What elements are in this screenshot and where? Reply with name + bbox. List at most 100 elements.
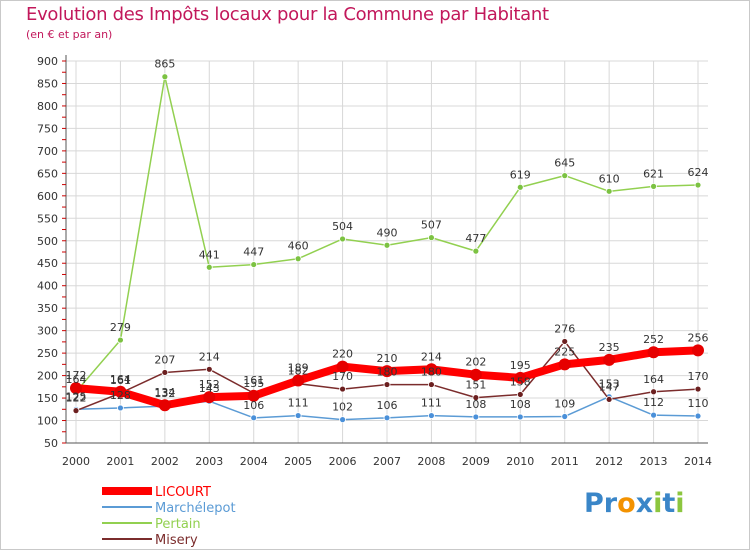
legend-label: Marchélepot	[155, 501, 236, 516]
x-tick-label: 2013	[640, 455, 668, 468]
data-label: 180	[377, 366, 398, 379]
data-point	[694, 385, 702, 393]
data-point	[472, 247, 480, 255]
y-tick-label: 600	[37, 190, 58, 203]
data-label: 161	[110, 374, 131, 387]
data-point	[114, 385, 127, 398]
x-tick-label: 2004	[240, 455, 268, 468]
legend-label: Pertain	[155, 517, 201, 532]
data-point	[428, 412, 435, 419]
data-label: 619	[510, 168, 531, 181]
data-point	[70, 382, 82, 395]
data-point	[72, 407, 80, 415]
logo-letter: i	[653, 488, 663, 519]
data-point	[161, 73, 169, 81]
data-label: 172	[66, 369, 87, 382]
logo-letter: i	[675, 488, 685, 519]
data-label: 147	[599, 380, 620, 393]
x-tick-label: 2009	[462, 455, 490, 468]
data-point	[117, 404, 124, 412]
data-label: 507	[421, 219, 442, 232]
data-point	[294, 412, 302, 419]
data-label: 235	[599, 341, 620, 354]
data-point	[516, 183, 524, 191]
data-label: 128	[110, 389, 131, 402]
y-tick-label: 50	[44, 437, 58, 450]
proxiti-logo: Proxiti	[584, 488, 685, 519]
data-label: 111	[288, 397, 309, 410]
data-label: 108	[465, 398, 486, 411]
data-point	[561, 338, 569, 345]
y-tick-label: 750	[37, 122, 58, 135]
data-point	[514, 371, 527, 384]
data-label: 202	[465, 356, 486, 369]
data-point	[203, 391, 216, 404]
data-label: 180	[421, 366, 442, 379]
x-tick-label: 2006	[329, 455, 357, 468]
data-point	[647, 346, 660, 359]
data-point	[650, 411, 657, 419]
x-tick-label: 2007	[373, 455, 401, 468]
data-label: 865	[154, 58, 175, 71]
data-label: 152	[199, 378, 220, 391]
y-tick-label: 400	[37, 280, 58, 293]
x-tick-label: 2002	[151, 455, 179, 468]
y-tick-label: 200	[37, 370, 58, 383]
data-label: 447	[243, 246, 264, 259]
y-tick-label: 250	[37, 347, 58, 360]
data-label: 102	[332, 401, 353, 414]
data-label: 225	[554, 345, 575, 358]
data-label: 207	[154, 353, 175, 366]
data-label: 112	[643, 396, 664, 409]
series-lines	[70, 73, 704, 424]
x-tick-label: 2005	[284, 455, 312, 468]
data-label: 170	[688, 370, 709, 383]
x-tick-label: 2011	[551, 455, 579, 468]
data-label: 155	[243, 377, 264, 390]
logo-letter: t	[662, 488, 676, 519]
data-label: 134	[154, 386, 175, 399]
data-label: 610	[599, 172, 620, 185]
y-tick-label: 550	[37, 212, 58, 225]
data-label: 621	[643, 167, 664, 180]
data-label: 441	[199, 248, 220, 261]
data-label: 122	[66, 392, 87, 405]
data-point	[472, 413, 480, 421]
data-label: 109	[554, 397, 575, 410]
logo-letter: P	[584, 488, 604, 519]
data-label: 645	[554, 157, 575, 170]
data-point	[428, 381, 435, 388]
data-label: 106	[377, 399, 398, 412]
data-label: 151	[465, 379, 486, 392]
data-point	[516, 413, 524, 421]
data-point	[694, 412, 702, 420]
legend-label: Misery	[155, 533, 198, 548]
data-point	[694, 181, 702, 189]
x-tick-label: 2014	[684, 455, 712, 468]
data-label: 153	[599, 378, 620, 391]
data-point	[339, 385, 346, 393]
y-tick-label: 650	[37, 167, 58, 180]
data-label: 624	[688, 166, 709, 179]
data-point	[650, 182, 657, 190]
chart-subtitle: (en € et par an)	[26, 28, 113, 41]
data-point	[425, 363, 438, 376]
data-label: 182	[288, 365, 309, 378]
data-point	[605, 396, 613, 403]
data-point	[469, 368, 482, 381]
data-point	[205, 365, 213, 373]
data-point	[383, 381, 391, 388]
data-point	[381, 365, 393, 378]
logo-letter: x	[635, 488, 654, 519]
y-tick-label: 450	[37, 257, 58, 270]
data-label: 164	[643, 373, 664, 386]
y-tick-label: 700	[37, 145, 58, 158]
data-point	[161, 369, 169, 376]
logo-letter: r	[603, 488, 618, 519]
data-point	[605, 187, 613, 195]
data-label: 111	[421, 397, 442, 410]
data-point	[472, 394, 480, 402]
